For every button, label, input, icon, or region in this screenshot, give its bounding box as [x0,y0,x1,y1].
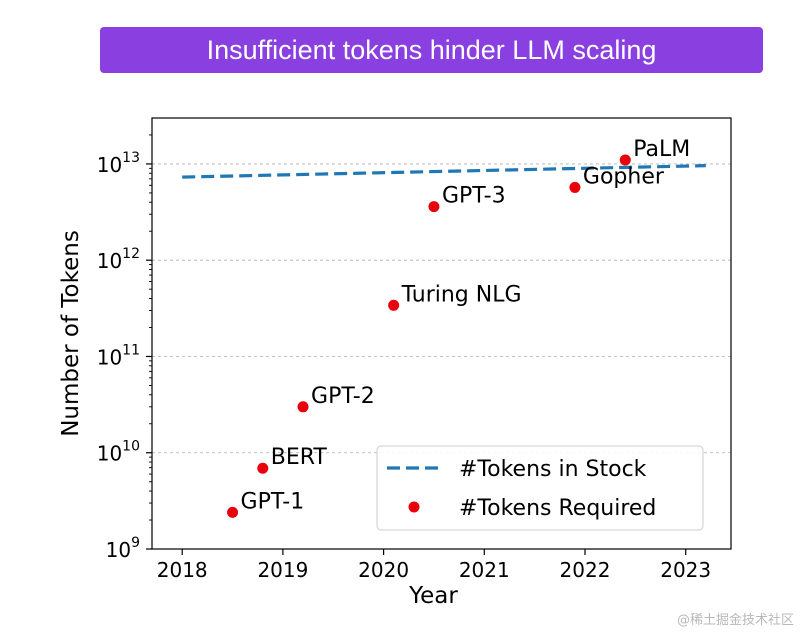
point-gpt-1 [227,506,239,518]
point-bert [257,462,269,474]
series-layer [182,154,706,518]
watermark: @稀土掘金技术社区 [676,613,794,628]
point-label-2: GPT-2 [311,384,375,409]
point-turing-nlg [388,299,400,311]
x-axis-title: Year [408,583,458,609]
y-axis-title: Number of Tokens [58,230,84,437]
y-tick-label-4: 1013 [97,150,140,177]
point-label-3: Turing NLG [401,282,522,307]
chart-banner-title: Insufficient tokens hinder LLM scaling [100,27,763,73]
y-tick-label-1: 1010 [97,439,140,466]
legend-label-stock: #Tokens in Stock [459,457,647,482]
point-gopher [569,181,581,193]
point-gpt-2 [297,401,309,413]
legend-box [376,445,704,531]
point-label-0: GPT-1 [241,489,305,514]
legend-label-required: #Tokens Required [459,496,656,521]
point-label-1: BERT [271,445,328,470]
legend: #Tokens in Stock #Tokens Required [376,445,704,531]
x-tick-label-3: 2021 [459,558,510,582]
y-tick-label-0: 109 [106,535,140,562]
x-tick-label-4: 2022 [560,558,611,582]
x-tick-label-5: 2023 [660,558,711,582]
x-tick-label-0: 2018 [157,558,208,582]
point-gpt-3 [428,201,440,213]
x-tick-label-2: 2020 [358,558,409,582]
plot-frame [151,117,732,550]
y-tick-label-2: 1011 [97,342,140,369]
point-label-6: PaLM [633,137,690,162]
y-tick-label-3: 1012 [97,246,140,273]
point-label-4: GPT-3 [442,184,506,209]
point-label-5: Gopher [583,164,665,189]
axis-ticks: 109 1010 1011 1012 1013 2018 2019 2020 2021 2022 2… [97,134,711,582]
x-tick-label-1: 2019 [257,558,308,582]
tokens-in-stock-line [182,164,706,179]
point-palm [619,154,631,166]
legend-dot-swatch [408,501,420,513]
